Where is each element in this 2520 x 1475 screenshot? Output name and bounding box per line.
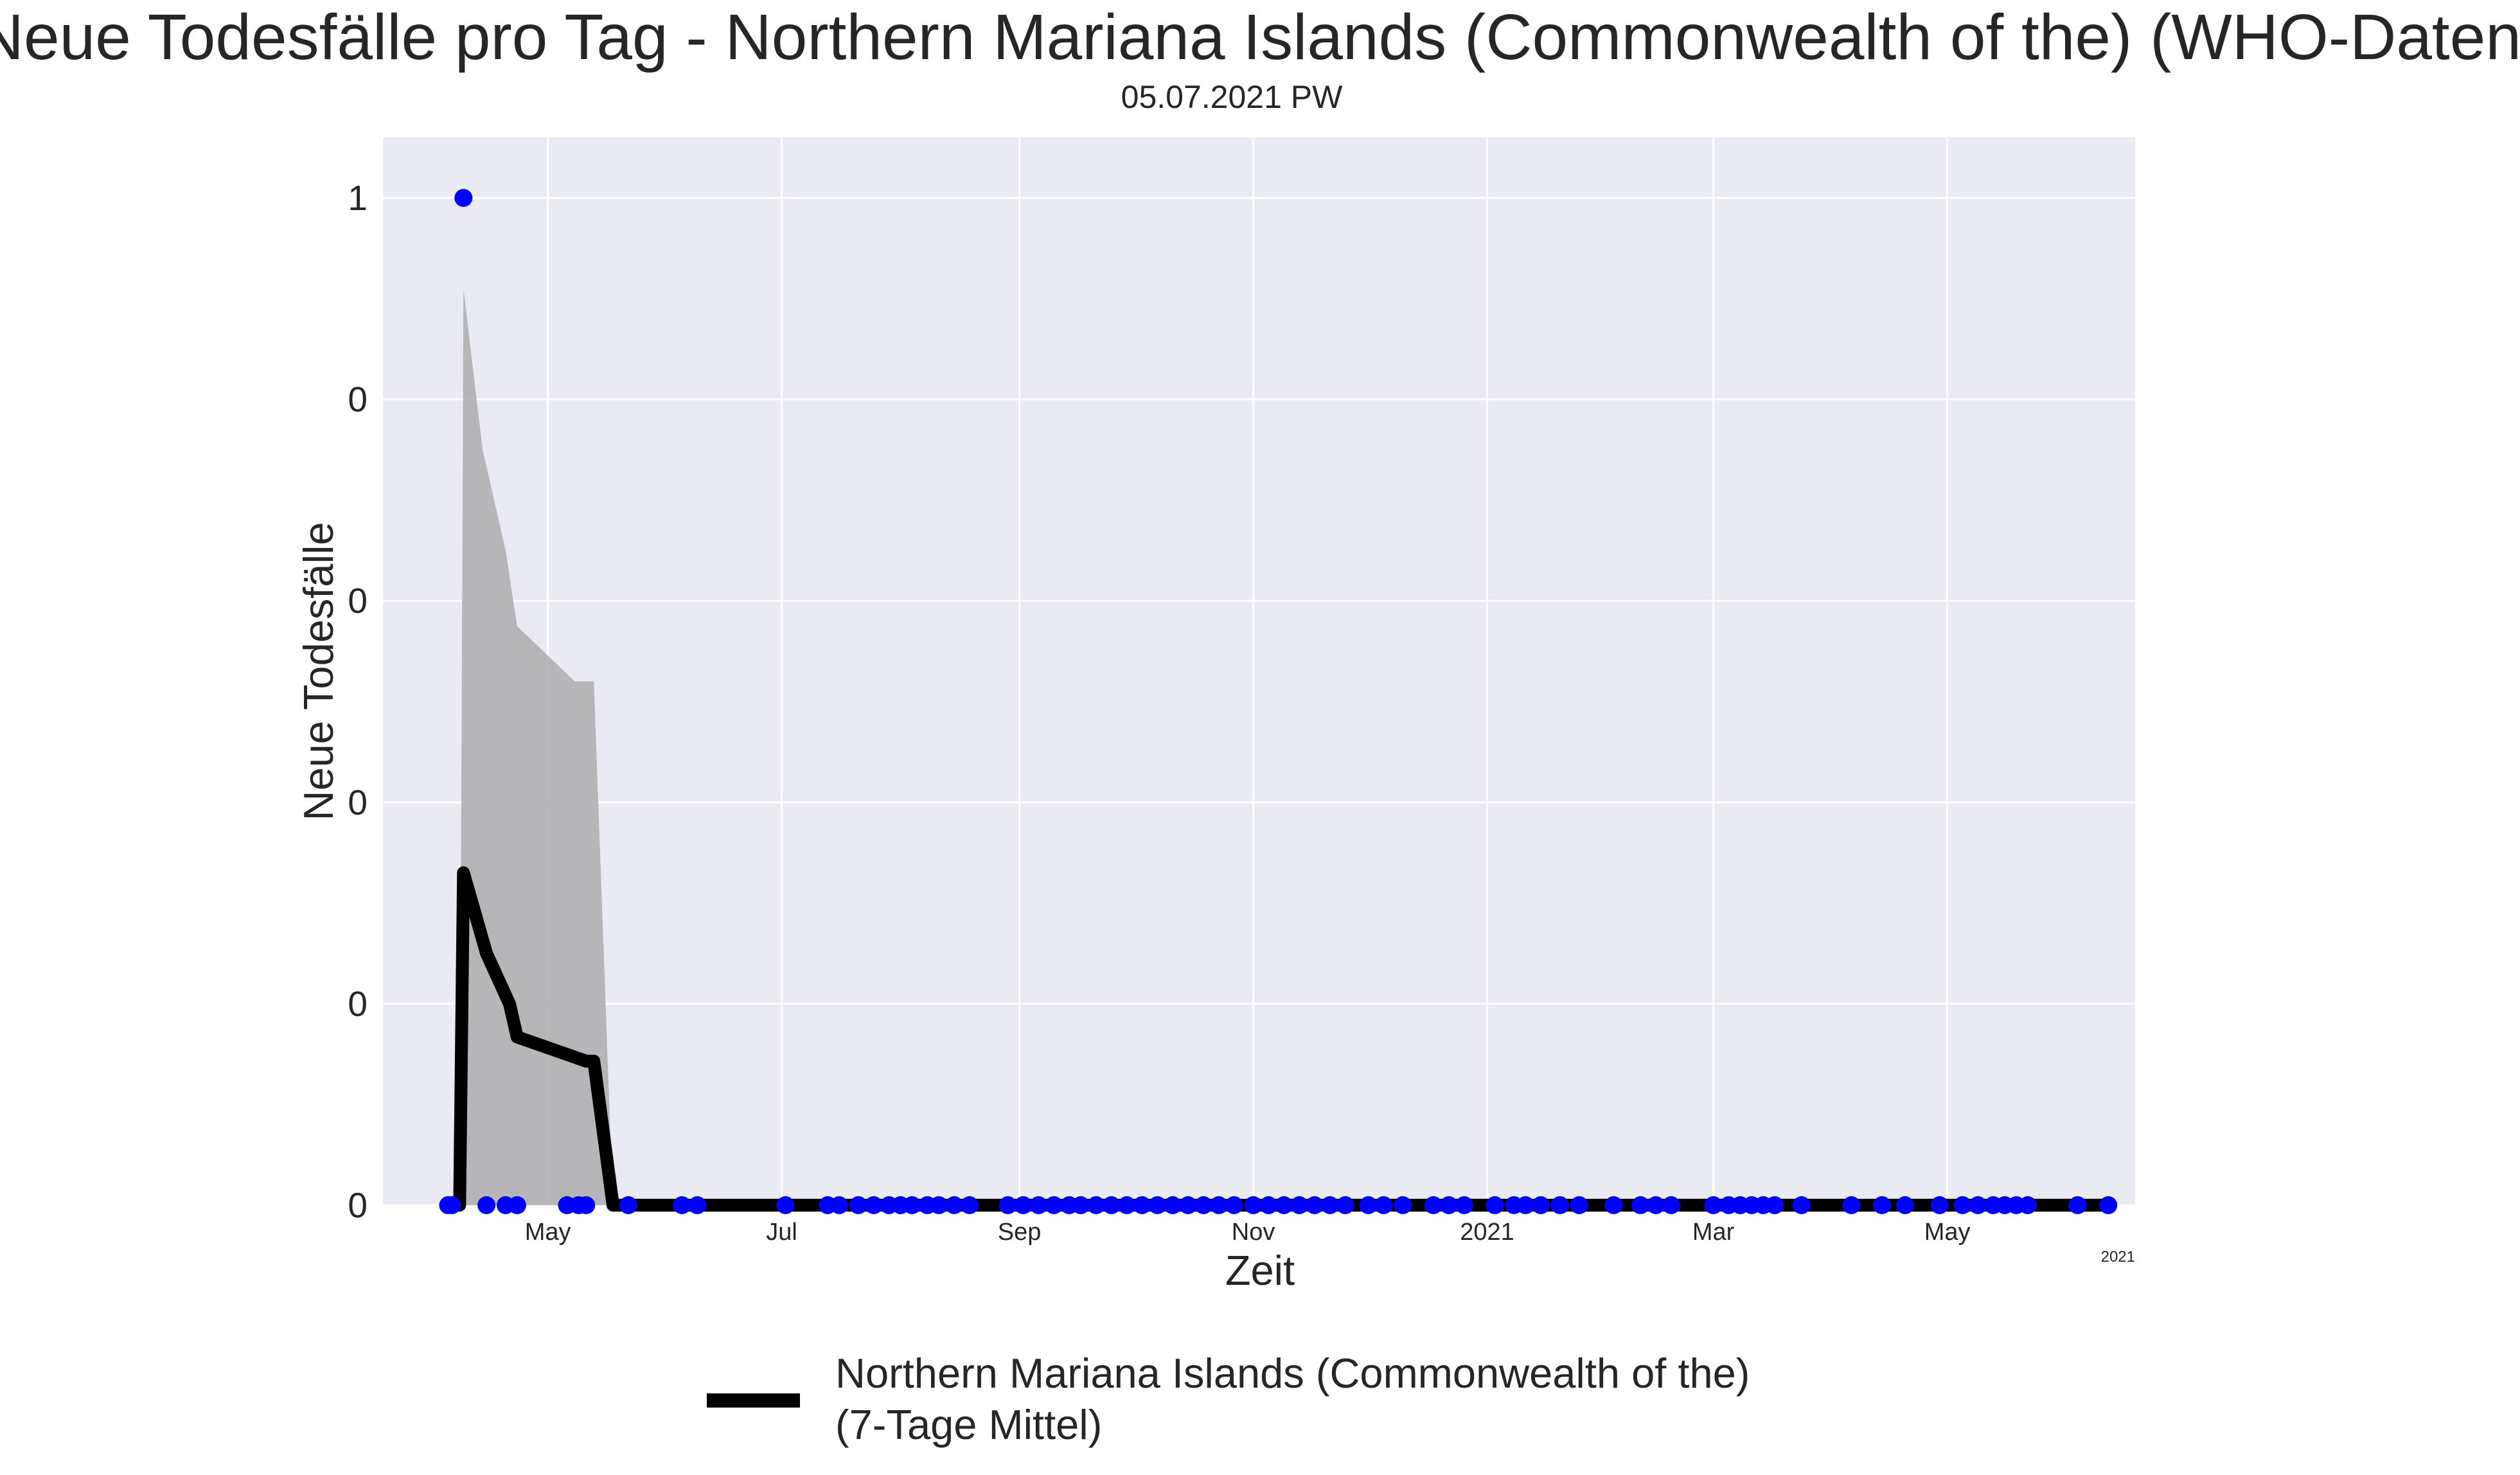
daily-point <box>577 1196 596 1214</box>
daily-point <box>1359 1196 1378 1214</box>
daily-point <box>945 1196 964 1214</box>
daily-point <box>1895 1196 1914 1214</box>
daily-point <box>864 1196 883 1214</box>
daily-point <box>1374 1196 1393 1214</box>
y-tick-label: 0 <box>348 1185 368 1225</box>
grid <box>383 137 2135 1206</box>
y-tick-label: 1 <box>348 178 368 218</box>
daily-point <box>998 1196 1017 1214</box>
daily-point <box>1148 1196 1167 1214</box>
legend: Northern Mariana Islands (Commonwealth o… <box>707 1350 1750 1448</box>
daily-point <box>1394 1196 1412 1214</box>
daily-point <box>1486 1196 1504 1214</box>
daily-point <box>673 1196 691 1214</box>
daily-point <box>1647 1196 1665 1214</box>
daily-point <box>1570 1196 1588 1214</box>
daily-point <box>1604 1196 1623 1214</box>
daily-point <box>2099 1196 2118 1214</box>
x-offset-label: 2021 <box>2101 1248 2135 1266</box>
daily-point <box>1087 1196 1105 1214</box>
daily-point <box>849 1196 867 1214</box>
y-tick-label: 0 <box>348 984 368 1023</box>
daily-point <box>1179 1196 1198 1214</box>
daily-point <box>1275 1196 1293 1214</box>
x-tick-labels: May Jul Sep Nov 2021 Mar May <box>525 1219 1971 1246</box>
x-axis-label: Zeit <box>1225 1247 1295 1294</box>
daily-point <box>1244 1196 1263 1214</box>
daily-point <box>443 1196 461 1214</box>
daily-point <box>1133 1196 1151 1214</box>
plot-area <box>383 137 2135 1205</box>
daily-point <box>1117 1196 1136 1214</box>
x-tick-label: Mar <box>1692 1219 1735 1246</box>
y-tick-label: 0 <box>348 380 368 420</box>
x-tick-label: 2021 <box>1460 1219 1514 1246</box>
daily-point <box>1102 1196 1121 1214</box>
y-tick-labels: 0 0 0 0 0 1 <box>348 178 368 1225</box>
x-tick-label: Nov <box>1232 1219 1275 1246</box>
daily-point <box>776 1196 795 1214</box>
daily-point <box>1336 1196 1354 1214</box>
daily-point <box>1766 1196 1784 1214</box>
mean-line-path <box>452 866 2109 1212</box>
legend-label-line-2: (7-Tage Mittel) <box>835 1401 1102 1448</box>
y-tick-label: 0 <box>348 782 368 822</box>
x-tick-label: May <box>525 1219 571 1246</box>
daily-point <box>1439 1196 1458 1214</box>
daily-point <box>903 1196 921 1214</box>
daily-point <box>1194 1196 1212 1214</box>
daily-point <box>2018 1196 2037 1214</box>
daily-point <box>1953 1196 1972 1214</box>
daily-point <box>1969 1196 1987 1214</box>
daily-point <box>1259 1196 1278 1214</box>
daily-point <box>1930 1196 1949 1214</box>
daily-point <box>1455 1196 1473 1214</box>
daily-point <box>1290 1196 1309 1214</box>
daily-point <box>1320 1196 1339 1214</box>
x-tick-label: May <box>1924 1219 1971 1246</box>
daily-point <box>2068 1196 2087 1214</box>
mean-line <box>452 866 2109 1212</box>
daily-point <box>508 1196 526 1214</box>
y-tick-label: 0 <box>348 581 368 621</box>
daily-point <box>619 1196 637 1214</box>
y-axis-label: Neue Todesfälle <box>295 522 342 821</box>
daily-point <box>1516 1196 1535 1214</box>
x-tick-label: Sep <box>998 1219 1042 1246</box>
daily-point <box>1164 1196 1182 1214</box>
daily-point <box>1842 1196 1861 1214</box>
daily-point <box>1014 1196 1033 1214</box>
legend-label-line-1: Northern Mariana Islands (Commonwealth o… <box>835 1350 1750 1397</box>
chart-title: Neue Todesfälle pro Tag - Northern Maria… <box>0 1 2520 73</box>
daily-point <box>1532 1196 1550 1214</box>
daily-point <box>1792 1196 1811 1214</box>
daily-point <box>830 1196 849 1214</box>
daily-point <box>1550 1196 1569 1214</box>
daily-point <box>1209 1196 1228 1214</box>
daily-point <box>688 1196 707 1214</box>
x-tick-label: Jul <box>766 1219 797 1246</box>
daily-point <box>960 1196 979 1214</box>
daily-points <box>439 189 2118 1214</box>
daily-point <box>1873 1196 1892 1214</box>
daily-point <box>1631 1196 1650 1214</box>
daily-point <box>1704 1196 1723 1214</box>
daily-point <box>1424 1196 1443 1214</box>
daily-point <box>1029 1196 1048 1214</box>
chart-subtitle: 05.07.2021 PW <box>1121 79 1343 115</box>
daily-point <box>1225 1196 1243 1214</box>
daily-point <box>477 1196 496 1214</box>
daily-point <box>454 189 473 208</box>
daily-point <box>930 1196 948 1214</box>
daily-point <box>1306 1196 1324 1214</box>
daily-point <box>1072 1196 1090 1214</box>
daily-point <box>1045 1196 1063 1214</box>
daily-point <box>1662 1196 1680 1214</box>
